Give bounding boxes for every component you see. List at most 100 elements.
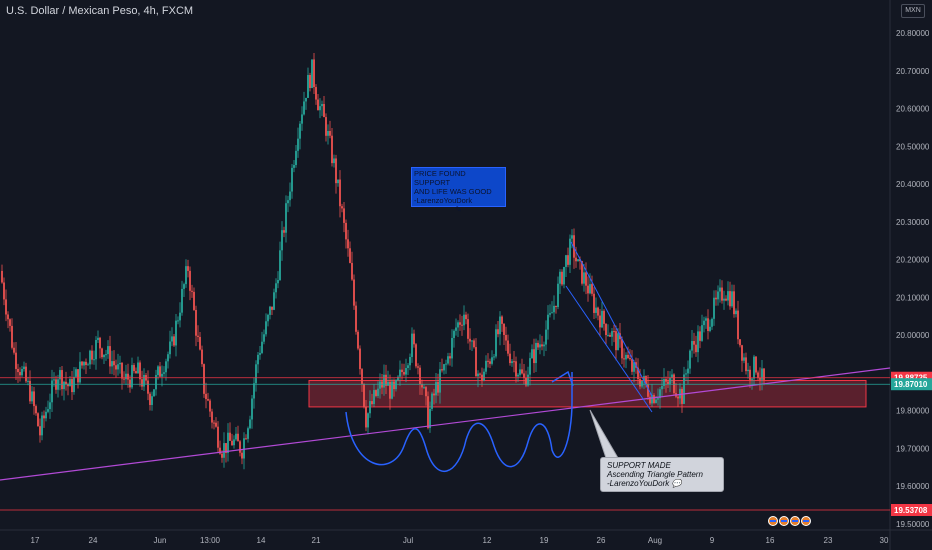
candle-body	[487, 360, 489, 362]
candle-body	[713, 297, 715, 319]
candle-body	[629, 357, 631, 360]
candle-body	[669, 377, 671, 385]
candle-body	[573, 235, 575, 258]
candle-body	[39, 426, 41, 436]
time-axis: 17 24 Jun 13:00 14 21 Jul 12 19 26 Aug 9 16 23 30	[31, 536, 889, 545]
candle-body	[9, 319, 11, 326]
note-price-found-support[interactable]: PRICE FOUND SUPPORT AND LIFE WAS GOOD -L…	[411, 167, 506, 214]
price-tag-label: 19.87010	[894, 380, 928, 389]
candle-body	[225, 443, 227, 453]
candle-body	[719, 287, 721, 292]
candle-body	[721, 287, 723, 301]
candle-body	[233, 439, 235, 446]
candle-body	[149, 393, 151, 405]
candle-body	[219, 447, 221, 454]
candle-body	[261, 341, 263, 353]
us-flag-icon[interactable]	[801, 516, 811, 526]
candle-body	[605, 323, 607, 336]
candle-body	[465, 314, 467, 320]
candle-body	[643, 376, 645, 381]
candle-body	[215, 422, 217, 427]
pattern-wave-drawing	[345, 372, 573, 472]
price-tag-label: 19.53708	[894, 506, 928, 515]
candle-body	[187, 266, 189, 271]
candle-body	[105, 354, 107, 356]
time-tick-label: Jul	[403, 536, 413, 545]
candle-body	[355, 305, 357, 332]
candle-body	[137, 362, 139, 374]
candle-body	[315, 87, 317, 100]
candle-body	[35, 406, 37, 414]
us-flag-icon[interactable]	[779, 516, 789, 526]
candle-body	[87, 364, 89, 366]
candle-body	[407, 365, 409, 369]
candle-body	[763, 368, 765, 380]
candle-body	[259, 352, 261, 355]
candle-body	[49, 402, 51, 410]
candle-body	[415, 344, 417, 367]
candle-body	[47, 409, 49, 412]
candle-body	[393, 381, 395, 390]
candle-body	[291, 167, 293, 192]
time-tick-label: 17	[31, 536, 40, 545]
candle-body	[459, 322, 461, 325]
time-tick-label: 19	[540, 536, 549, 545]
candle-body	[647, 384, 649, 397]
candle-body	[153, 389, 155, 397]
candle-body	[391, 381, 393, 399]
candle-body	[273, 292, 275, 310]
candle-body	[403, 372, 405, 375]
candle-body	[369, 401, 371, 414]
candle-body	[77, 369, 79, 383]
candle-body	[207, 399, 209, 401]
economic-events[interactable]	[768, 516, 811, 526]
candle-body	[549, 313, 551, 315]
candle-body	[31, 391, 33, 402]
candle-body	[7, 314, 9, 320]
pen-icon: ✎	[455, 205, 462, 214]
candle-body	[155, 375, 157, 390]
candle-body	[665, 379, 667, 382]
candle-body	[397, 376, 399, 381]
note-support-made[interactable]: SUPPORT MADE Ascending Triangle Pattern …	[600, 457, 724, 492]
candle-body	[637, 367, 639, 379]
candle-body	[433, 393, 435, 396]
candle-body	[515, 361, 517, 377]
candle-body	[111, 361, 113, 367]
candle-body	[295, 150, 297, 166]
candle-body	[123, 378, 125, 380]
candle-body	[147, 380, 149, 394]
candle-body	[449, 356, 451, 359]
candle-body	[17, 368, 19, 373]
candle-body	[367, 413, 369, 428]
price-tick-label: 19.80000	[896, 407, 930, 416]
candle-body	[363, 384, 365, 407]
candle-body	[11, 325, 13, 348]
candle-body	[357, 331, 359, 349]
candle-body	[173, 336, 175, 346]
currency-badge[interactable]: MXN	[901, 4, 925, 18]
candle-body	[633, 362, 635, 372]
note-line: AND LIFE WAS GOOD	[414, 187, 492, 196]
price-tick-label: 20.70000	[896, 67, 930, 76]
us-flag-icon[interactable]	[768, 516, 778, 526]
price-tick-label: 20.30000	[896, 218, 930, 227]
price-tag	[891, 503, 932, 516]
candle-body	[587, 285, 589, 294]
candle-body	[345, 222, 347, 240]
candle-body	[435, 382, 437, 396]
candle-body	[327, 131, 329, 136]
candle-body	[59, 370, 61, 380]
candle-body	[663, 379, 665, 387]
candle-body	[43, 415, 45, 419]
candle-body	[429, 408, 431, 429]
candle-body	[411, 333, 413, 357]
time-tick-label: 12	[483, 536, 492, 545]
us-flag-icon[interactable]	[790, 516, 800, 526]
candle-body	[113, 361, 115, 366]
note-line: -LarenzoYouDork 💬	[607, 479, 682, 488]
note-line: -LarenzoYouDork	[414, 196, 473, 205]
candle-body	[525, 377, 527, 386]
candle-body	[485, 360, 487, 372]
